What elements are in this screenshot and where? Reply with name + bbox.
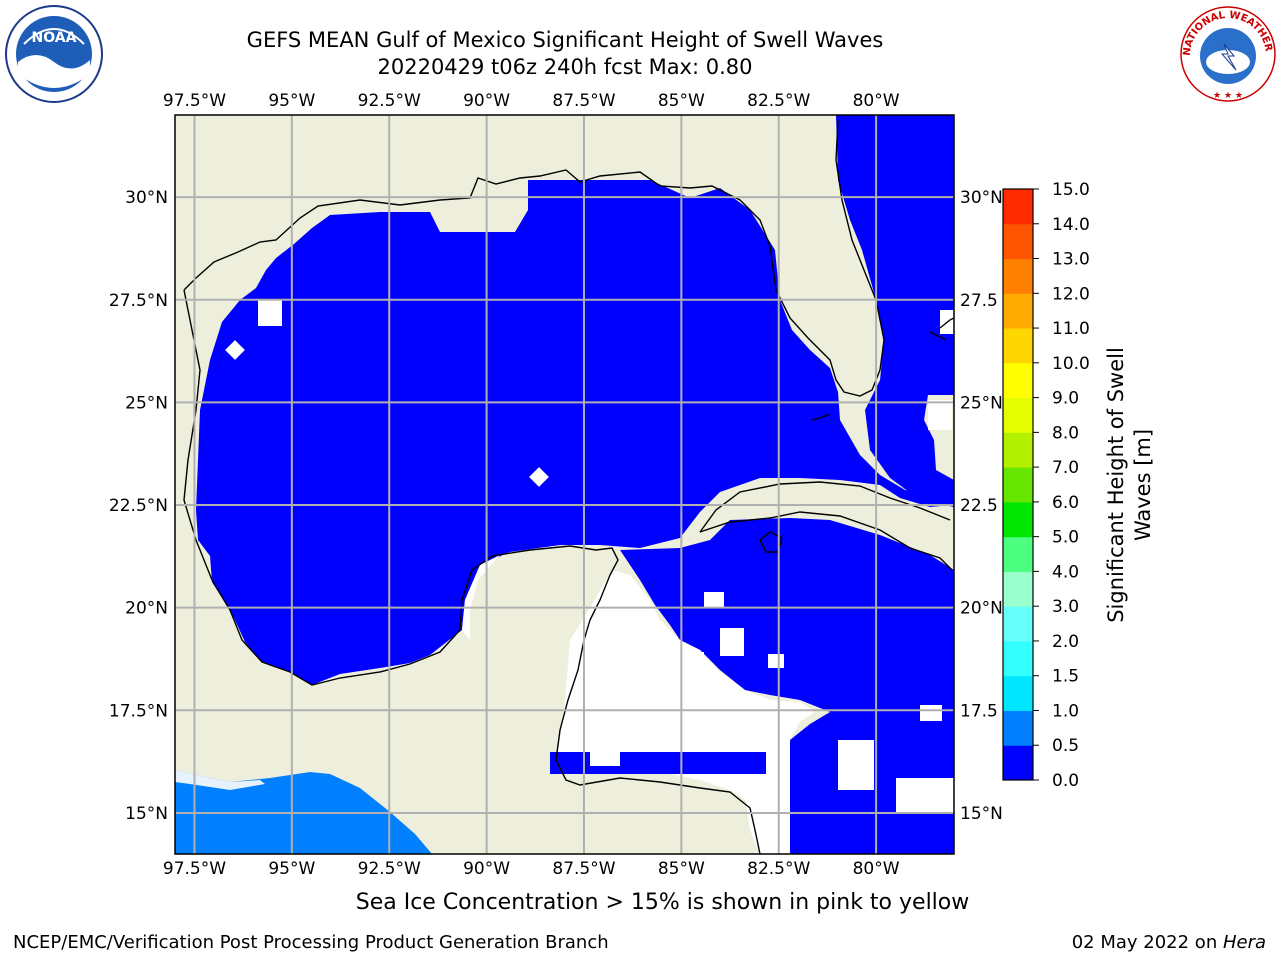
lon-tick-label-top: 95°W <box>268 91 315 111</box>
lon-tick-label-bottom: 85°W <box>658 859 705 879</box>
colorbar-tick-label: 11.0 <box>1052 319 1090 339</box>
colorbar-tick-label: 1.0 <box>1052 701 1079 721</box>
colorbar-tick-label: 12.0 <box>1052 284 1090 304</box>
lat-tick-label-right: 20°N <box>960 599 1003 619</box>
lon-tick-label-top: 85°W <box>658 91 705 111</box>
colorbar-tick-label: 13.0 <box>1052 250 1090 270</box>
footer-host: Hera <box>1222 932 1266 953</box>
grid-lines <box>175 115 954 854</box>
footer-date-text: 02 May 2022 on <box>1071 932 1223 953</box>
colorbar-tick-label: 3.0 <box>1052 597 1079 617</box>
colorbar-tick-label: 10.0 <box>1052 354 1090 374</box>
colorbar-tick-label: 14.0 <box>1052 215 1090 235</box>
lat-tick-label-right: 22.5 <box>960 496 998 516</box>
lat-ticks-left: 15°N 17.5°N 20°N 22.5°N 25°N 27.5°N 30°N <box>109 188 168 824</box>
colorbar-segment <box>1003 362 1033 399</box>
colorbar-ticks: 0.0 0.5 1.0 1.5 2.0 3.0 4.0 5.0 6.0 7.0 8.0 9.0 10.0… <box>1033 180 1090 791</box>
colorbar-segment <box>1003 328 1033 364</box>
lon-tick-label-bottom: 87.5°W <box>552 859 615 879</box>
colorbar-segment <box>1003 189 1033 225</box>
colorbar-tick-label: 0.5 <box>1052 736 1079 756</box>
colorbar-border <box>1002 188 1034 781</box>
map-border <box>174 114 955 855</box>
honduras-swell-notch <box>590 752 620 766</box>
svg-text:★ ★ ★: ★ ★ ★ <box>1213 91 1243 101</box>
footer-date: 02 May 2022 on Hera <box>1072 932 1266 953</box>
colorbar-tick-label: 7.0 <box>1052 458 1079 478</box>
lat-tick-label-right: 15°N <box>960 804 1003 824</box>
chart-subtitle: 20220429 t06z 240h fcst Max: 0.80 <box>377 55 753 79</box>
lon-tick-label-bottom: 95°W <box>268 859 315 879</box>
colorbar-label-line1: Significant Height of Swell <box>1104 347 1128 623</box>
colorbar-segment <box>1003 745 1033 781</box>
colorbar-tick-label: 8.0 <box>1052 423 1079 443</box>
colorbar-segment <box>1003 640 1033 677</box>
sea-ice-note: Sea Ice Concentration > 15% is shown in … <box>355 890 970 915</box>
colorbar-segment <box>1003 293 1033 329</box>
lon-ticks-bottom: 97.5°W 95°W 92.5°W 90°W 87.5°W 85°W 82.5°W 80°W <box>163 859 900 879</box>
colorbar-segment <box>1003 467 1033 503</box>
colorbar-segment <box>1003 710 1033 746</box>
colorbar-tick-label: 4.0 <box>1052 562 1079 582</box>
noaa-logo: NOAA <box>5 5 103 103</box>
colorbar-segment <box>1003 258 1033 294</box>
lat-tick-label-right: 17.5 <box>960 701 998 721</box>
lat-tick-label-right: 25°N <box>960 393 1003 413</box>
colorbar-tick-label: 1.5 <box>1052 667 1079 687</box>
lon-tick-label-bottom: 92.5°W <box>358 859 421 879</box>
nodata-cells <box>225 300 954 814</box>
colorbar-tick-label: 2.0 <box>1052 632 1079 652</box>
lat-tick-label-right: 30°N <box>960 188 1003 208</box>
lon-tick-label-top: 90°W <box>463 91 510 111</box>
colorbar-label-line2: Waves [m] <box>1131 429 1155 541</box>
coastlines <box>183 119 954 854</box>
colorbar-tick-label: 5.0 <box>1052 528 1079 548</box>
lat-tick-label-left: 27.5°N <box>109 291 168 311</box>
lat-tick-label-left: 30°N <box>125 188 168 208</box>
lon-tick-label-top: 97.5°W <box>163 91 226 111</box>
lon-tick-label-top: 92.5°W <box>358 91 421 111</box>
footer-credit: NCEP/EMC/Verification Post Processing Pr… <box>13 932 609 953</box>
chart-title: GEFS MEAN Gulf of Mexico Significant Hei… <box>246 28 884 52</box>
colorbar-tick-label: 0.0 <box>1052 771 1079 791</box>
colorbar-segment <box>1003 223 1033 260</box>
lon-tick-label-top: 87.5°W <box>552 91 615 111</box>
colorbar-segment <box>1003 397 1033 433</box>
atlantic-swell-field <box>836 115 954 507</box>
nws-logo: NATIONAL WEATHER SERVICE ★ ★ ★ <box>1178 4 1276 102</box>
colorbar-segment <box>1003 675 1033 711</box>
lat-ticks-right: 15°N 17.5 20°N 22.5 25°N 27.5 30°N <box>960 188 1003 824</box>
lon-ticks-top: 97.5°W 95°W 92.5°W 90°W 87.5°W 85°W 82.5°W 80°W <box>163 91 900 111</box>
colorbar-segment <box>1003 501 1033 538</box>
colorbar-tick-label: 15.0 <box>1052 180 1090 200</box>
lon-tick-label-top: 80°W <box>853 91 900 111</box>
lat-tick-label-left: 20°N <box>125 599 168 619</box>
noaa-logo-text: NOAA <box>32 30 77 46</box>
lon-tick-label-bottom: 82.5°W <box>747 859 810 879</box>
map-panel <box>175 115 954 854</box>
lat-tick-label-left: 22.5°N <box>109 496 168 516</box>
colorbar-tick-label: 9.0 <box>1052 389 1079 409</box>
colorbar-segment <box>1003 536 1033 572</box>
lon-tick-label-bottom: 90°W <box>463 859 510 879</box>
lon-tick-label-bottom: 97.5°W <box>163 859 226 879</box>
pacific-field-low-edge <box>175 770 265 790</box>
colorbar-segment <box>1003 606 1033 642</box>
lat-tick-label-right: 27.5 <box>960 291 998 311</box>
lon-tick-label-bottom: 80°W <box>853 859 900 879</box>
gulf-swell-field <box>196 180 952 685</box>
colorbar-segment <box>1003 432 1033 468</box>
honduras-swell-patch <box>550 752 766 774</box>
colorbar <box>1002 188 1034 781</box>
caribbean-nodata <box>555 570 815 854</box>
lon-tick-label-top: 82.5°W <box>747 91 810 111</box>
colorbar-segment <box>1003 571 1033 607</box>
lat-tick-label-left: 25°N <box>125 393 168 413</box>
colorbar-tick-label: 6.0 <box>1052 493 1079 513</box>
mexico-coast-nodata <box>462 555 500 640</box>
lat-tick-label-left: 17.5°N <box>109 701 168 721</box>
lat-tick-label-left: 15°N <box>125 804 168 824</box>
